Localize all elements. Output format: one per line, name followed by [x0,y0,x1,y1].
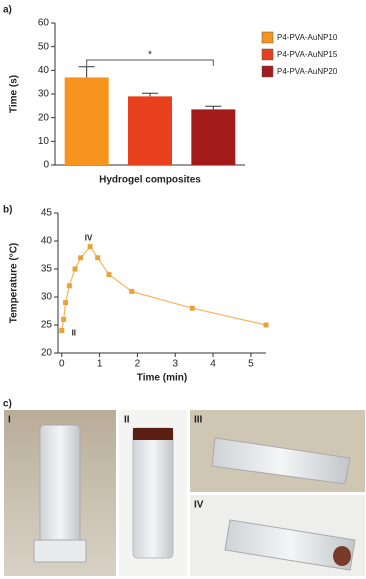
legend-swatch [261,31,274,44]
legend-swatch [261,48,274,61]
y-tick-label: 60 [38,18,50,29]
y-tick-label: 20 [38,112,50,123]
marker [106,272,112,278]
marker [63,300,69,306]
y-tick-label: 35 [41,264,53,275]
y-tick-label: 40 [38,65,50,76]
y-tick-label: 40 [41,236,53,247]
bar [128,96,172,165]
x-axis-label: Hydrogel composites [99,175,201,186]
marker [189,305,195,311]
marker [263,322,269,328]
marker [61,316,67,322]
marker [66,283,72,289]
legend-label: P4-PVA-AuNP20 [277,67,338,76]
annotation: IV [85,233,93,242]
y-tick-label: 0 [43,160,49,171]
legend-label: P4-PVA-AuNP15 [277,50,338,59]
cap [33,539,87,563]
marker [129,288,135,294]
x-tick-label: 1 [97,359,103,370]
y-tick-label: 30 [41,292,53,303]
marker [72,266,78,272]
line [61,245,267,331]
legend-label: P4-PVA-AuNP10 [277,33,338,42]
x-axis-label: Time (min) [137,373,187,384]
panel-label: c) [3,399,12,410]
photos: I II III IV [4,410,365,576]
marker [87,244,93,250]
x-tick-label: 5 [248,359,254,370]
error-bar [142,92,158,97]
photo-label: I [8,415,11,426]
tube [39,424,81,546]
panel-label: a) [3,5,12,16]
annotation: II [72,329,76,338]
error-bar [205,105,222,110]
x-tick-label: 4 [210,359,216,370]
tube [132,427,174,559]
bar [64,77,109,165]
tube [224,519,356,571]
x-tick-label: 2 [135,359,141,370]
gel [333,546,351,566]
significance-bracket [86,59,214,66]
photo-label: IV [194,500,204,511]
significance-label: * [148,50,152,61]
y-tick-label: 25 [41,320,53,331]
y-axis-label: Time (s) [9,75,20,113]
error-bar [78,66,95,78]
panel-label: b) [3,205,12,216]
x-tick-label: 0 [59,359,65,370]
y-axis-label: Temperature (°C) [9,243,20,324]
photo-label: III [194,415,203,426]
marker [95,255,101,261]
gel [133,428,173,440]
photo-label: II [124,415,130,426]
y-tick-label: 30 [38,89,50,100]
legend-swatch [261,65,274,78]
marker [78,255,84,261]
y-tick-label: 20 [41,348,53,359]
marker [59,328,65,334]
y-tick-label: 45 [41,208,53,219]
bar [191,109,236,165]
tube [211,437,351,485]
y-tick-label: 10 [38,136,50,147]
x-tick-label: 3 [172,359,178,370]
y-tick-label: 50 [38,41,50,52]
